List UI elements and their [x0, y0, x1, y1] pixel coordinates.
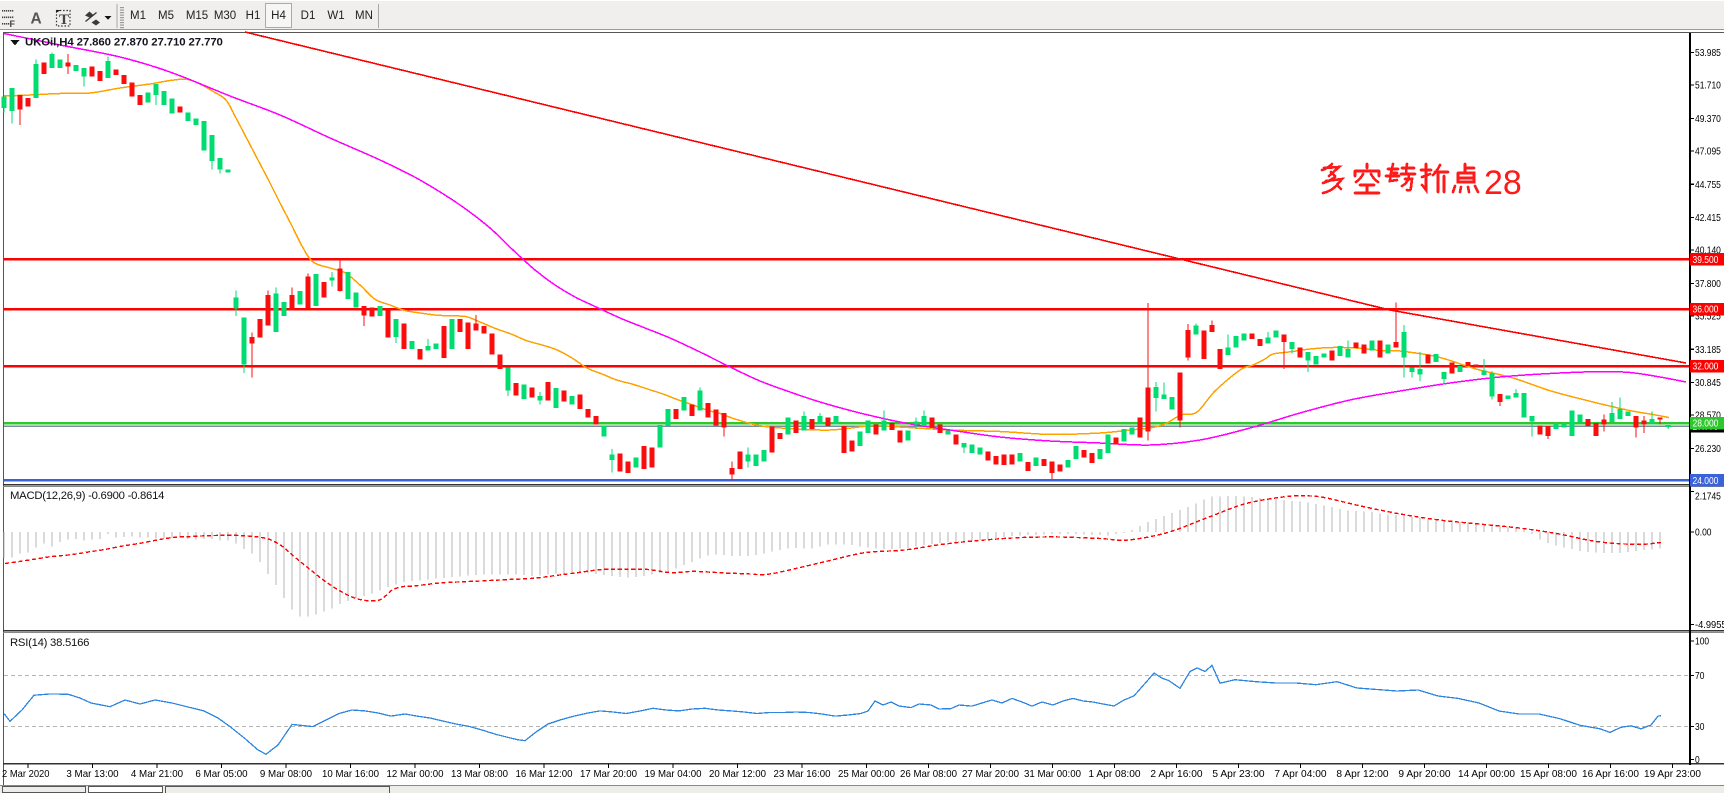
svg-text:28.000: 28.000: [1693, 419, 1719, 430]
svg-text:14 Apr 00:00: 14 Apr 00:00: [1458, 768, 1515, 780]
svg-text:42.415: 42.415: [1695, 213, 1721, 224]
svg-text:31 Mar 00:00: 31 Mar 00:00: [1024, 768, 1081, 780]
svg-text:UKOil,H4 27.860 27.870 27.710: UKOil,H4 27.860 27.870 27.710 27.770: [25, 37, 223, 49]
svg-text:35.525: 35.525: [1695, 311, 1721, 322]
svg-text:19 Apr 23:00: 19 Apr 23:00: [1644, 768, 1701, 780]
svg-text:7 Apr 04:00: 7 Apr 04:00: [1274, 768, 1326, 780]
svg-text:30.845: 30.845: [1695, 378, 1721, 389]
svg-text:F: F: [10, 19, 16, 29]
svg-text:37.800: 37.800: [1695, 279, 1721, 290]
svg-text:24.000: 24.000: [1693, 476, 1719, 487]
svg-text:49.370: 49.370: [1695, 114, 1721, 125]
svg-text:36.000: 36.000: [1693, 305, 1719, 316]
svg-text:15 Apr 08:00: 15 Apr 08:00: [1520, 768, 1577, 780]
svg-text:0: 0: [1695, 755, 1700, 766]
svg-text:26 Mar 08:00: 26 Mar 08:00: [900, 768, 957, 780]
svg-text:28: 28: [1484, 164, 1522, 202]
svg-text:1 Apr 08:00: 1 Apr 08:00: [1088, 768, 1140, 780]
svg-text:MACD(12,26,9) -0.6900 -0.8614: MACD(12,26,9) -0.6900 -0.8614: [10, 490, 164, 502]
svg-text:9 Apr 20:00: 9 Apr 20:00: [1398, 768, 1450, 780]
svg-text:10 Mar 16:00: 10 Mar 16:00: [322, 768, 379, 780]
svg-text:12 Mar 00:00: 12 Mar 00:00: [387, 768, 444, 780]
svg-text:53.985: 53.985: [1695, 48, 1721, 59]
svg-text:26.230: 26.230: [1695, 444, 1721, 455]
svg-text:2.1745: 2.1745: [1695, 492, 1721, 503]
svg-text:A: A: [31, 11, 42, 28]
svg-text:6 Mar 05:00: 6 Mar 05:00: [195, 768, 247, 780]
svg-text:30: 30: [1695, 722, 1705, 733]
svg-text:RSI(14) 38.5166: RSI(14) 38.5166: [10, 637, 89, 649]
svg-text:9 Mar 08:00: 9 Mar 08:00: [260, 768, 312, 780]
svg-text:17 Mar 20:00: 17 Mar 20:00: [580, 768, 637, 780]
svg-text:8 Apr 12:00: 8 Apr 12:00: [1336, 768, 1388, 780]
svg-text:-4.9955: -4.9955: [1695, 620, 1724, 631]
svg-text:2 Apr 16:00: 2 Apr 16:00: [1150, 768, 1202, 780]
svg-text:5 Apr 23:00: 5 Apr 23:00: [1212, 768, 1264, 780]
svg-text:47.095: 47.095: [1695, 147, 1721, 158]
svg-text:2 Mar 2020: 2 Mar 2020: [2, 768, 50, 780]
svg-text:4 Mar 21:00: 4 Mar 21:00: [131, 768, 183, 780]
svg-text:23 Mar 16:00: 23 Mar 16:00: [774, 768, 831, 780]
svg-text:3 Mar 13:00: 3 Mar 13:00: [66, 768, 118, 780]
svg-text:39.500: 39.500: [1693, 255, 1719, 266]
svg-text:20 Mar 12:00: 20 Mar 12:00: [709, 768, 766, 780]
svg-text:16 Mar 12:00: 16 Mar 12:00: [516, 768, 573, 780]
svg-text:44.755: 44.755: [1695, 180, 1721, 191]
svg-text:0.00: 0.00: [1695, 528, 1712, 539]
svg-text:27 Mar 20:00: 27 Mar 20:00: [962, 768, 1019, 780]
svg-text:T: T: [59, 12, 69, 28]
svg-text:16 Apr 16:00: 16 Apr 16:00: [1582, 768, 1639, 780]
svg-text:51.710: 51.710: [1695, 81, 1721, 92]
svg-text:28.570: 28.570: [1695, 411, 1721, 422]
svg-text:33.185: 33.185: [1695, 345, 1721, 356]
svg-text:19 Mar 04:00: 19 Mar 04:00: [645, 768, 702, 780]
svg-text:40.140: 40.140: [1695, 246, 1721, 257]
svg-text:32.000: 32.000: [1693, 362, 1719, 373]
svg-text:13 Mar 08:00: 13 Mar 08:00: [451, 768, 508, 780]
svg-text:70: 70: [1695, 671, 1705, 682]
svg-text:25 Mar 00:00: 25 Mar 00:00: [838, 768, 895, 780]
svg-text:100: 100: [1695, 637, 1709, 648]
